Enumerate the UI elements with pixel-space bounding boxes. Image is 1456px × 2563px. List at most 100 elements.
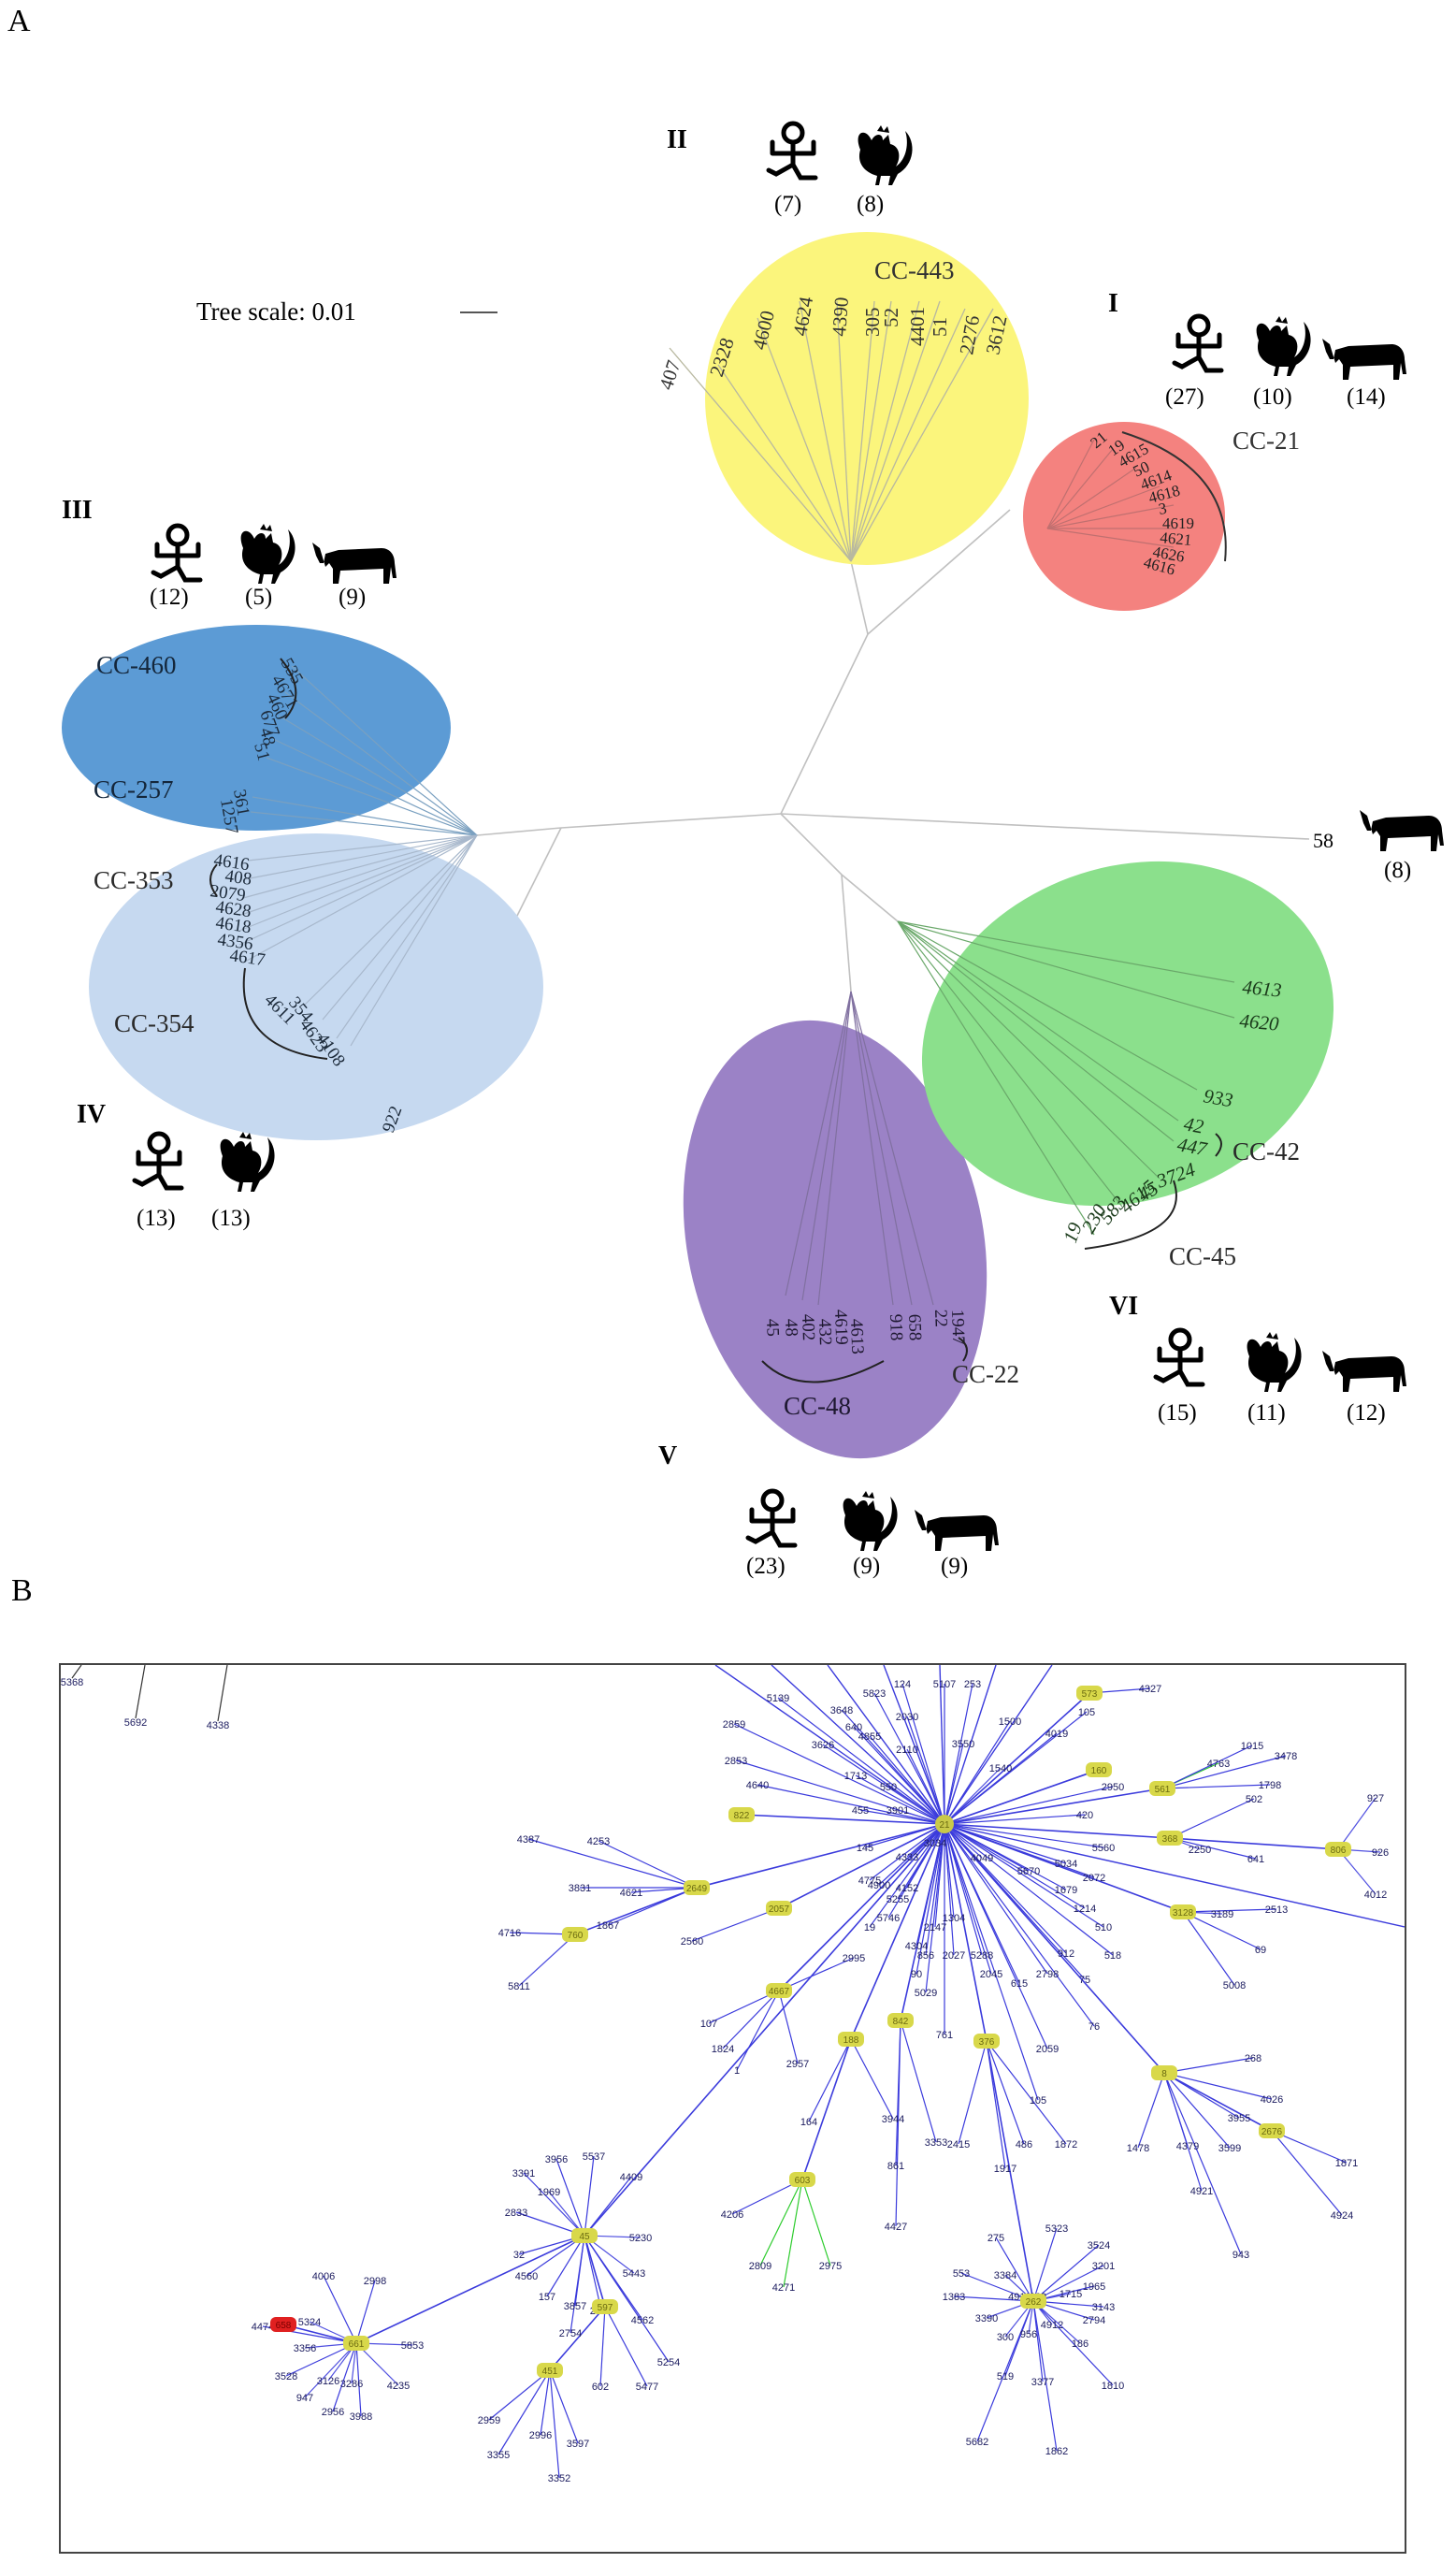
cluster-III-branches — [250, 665, 478, 836]
mst-edge — [906, 1823, 945, 1889]
mst-leaf-label: 5230 — [629, 2233, 652, 2244]
mst-leaf-label: 5029 — [915, 1988, 937, 1999]
mst-edge — [584, 2235, 606, 2308]
mst-edge — [217, 1665, 228, 1722]
mst-edge — [976, 2300, 1034, 2442]
mst-edge — [850, 1823, 945, 2040]
mst-leaf-label: 90 — [911, 1969, 922, 1980]
mst-hub-label: 561 — [1155, 1785, 1171, 1795]
mst-leaf-label: 518 — [1104, 1950, 1121, 1962]
mst-leaf-label: 3626 — [812, 1740, 834, 1751]
mst-edge — [944, 1823, 1048, 2049]
mst-hub-shape — [343, 2336, 369, 2351]
mst-hub-node: 842 — [887, 2013, 914, 2028]
leaf-label: 22 — [930, 1309, 951, 1327]
count-human-IV: (13) — [137, 1206, 176, 1231]
count-human-VI: (15) — [1158, 1400, 1197, 1426]
mst-leaf-label: 5139 — [767, 1693, 789, 1704]
mst-edge — [598, 1840, 698, 1889]
mst-edge — [691, 1907, 780, 1942]
leaf-label: 52 — [880, 308, 902, 327]
mst-edge — [944, 1767, 1104, 1825]
mst-leaf-label: 1713 — [844, 1771, 867, 1782]
mst-hub-shape — [1149, 1781, 1175, 1796]
panel-label-b: B — [11, 1573, 33, 1608]
mst-hub-label: 573 — [1082, 1689, 1098, 1700]
mst-edge — [1169, 1798, 1255, 1839]
mst-hub-label: 2649 — [686, 1884, 708, 1894]
mst-leaf-label: 602 — [592, 2382, 609, 2393]
mst-edge — [859, 1809, 945, 1825]
mst-hub-label: 2057 — [769, 1904, 790, 1915]
cc-label-460: CC-460 — [96, 651, 177, 679]
mst-hub-shape — [1170, 1904, 1196, 1919]
cattle-icon — [1360, 810, 1444, 851]
mst-edge — [895, 2020, 901, 2227]
mst-edge — [574, 1887, 698, 1935]
mst-leaf-label: 1862 — [1045, 2446, 1068, 2457]
mst-edge — [783, 2179, 803, 2288]
mst-leaf-label: 4409 — [620, 2172, 642, 2183]
mst-hub-label: 21 — [939, 1820, 950, 1831]
mst-edge — [925, 1823, 945, 1993]
mst-edge — [71, 1665, 82, 1679]
mst-hub-shape — [592, 2299, 618, 2314]
mst-edge — [841, 1709, 945, 1825]
count-human-I: (27) — [1165, 384, 1204, 410]
mst-hub-shape — [1259, 2123, 1285, 2138]
mst-leaf-label: 1969 — [538, 2187, 560, 2198]
mst-edge — [1169, 1837, 1339, 1850]
mst-edge — [864, 1823, 945, 1848]
leaf-label: 4613 — [846, 1318, 867, 1354]
mst-hub-shape — [1020, 2294, 1046, 2309]
mst-edge — [355, 2280, 376, 2344]
count-chicken-III: (5) — [245, 585, 272, 610]
mst-hub-shape — [562, 1927, 588, 1942]
mst-leaf-label: 761 — [936, 2030, 953, 2041]
minimum-spanning-tree-frame: 268 4026 3955 3599 4379 1478 4921 943 5139 2859 28… — [59, 1663, 1406, 2554]
mst-hub-label: 451 — [542, 2367, 558, 2377]
mst-leaf-label: 105 — [1030, 2095, 1046, 2107]
mst-leaf-label: 4387 — [517, 1834, 540, 1846]
phylogenetic-tree: Tree scale: 0.01 407 2328 4600 4624 4390… — [62, 0, 1444, 1579]
mst-leaf-label: 2794 — [1083, 2315, 1105, 2326]
mst-leaf-label: 2995 — [843, 1953, 865, 1964]
mst-leaf-label: 1478 — [1127, 2143, 1149, 2154]
mst-hub-shape — [1157, 1831, 1183, 1846]
mst-leaf-label: 3355 — [487, 2450, 510, 2461]
mst-edge — [1337, 1797, 1377, 1850]
mst-leaf-label: 5323 — [1045, 2223, 1068, 2235]
cattle-icon — [1322, 339, 1406, 380]
mst-edge — [944, 1823, 1104, 1928]
mst-leaf-label: 927 — [1367, 1793, 1384, 1804]
mst-edge — [1032, 2300, 1114, 2386]
mst-hub-shape — [766, 1901, 792, 1916]
mst-leaf-label: 420 — [1076, 1810, 1093, 1821]
mst-leaf-label: 5823 — [863, 1688, 886, 1700]
mst-edge — [925, 1823, 945, 1956]
cluster-I-ellipse — [1023, 422, 1225, 611]
count-human-III: (12) — [150, 585, 189, 610]
leaf-label: 51 — [929, 317, 951, 337]
mst-edge — [939, 1665, 945, 1825]
mst-edge — [827, 1665, 945, 1825]
mst-leaf-label: 3550 — [952, 1739, 974, 1750]
mst-leaf-label: 4775 — [858, 1875, 881, 1887]
mst-leaf-label: 275 — [987, 2233, 1004, 2244]
mst-leaf-label: 3189 — [1211, 1909, 1233, 1920]
mst-edge — [1271, 2130, 1343, 2216]
mst-edge — [518, 1933, 576, 1987]
mst-edge — [944, 1683, 973, 1825]
leaf-label: 45 — [762, 1318, 783, 1337]
mst-edge — [323, 2275, 357, 2344]
mst-hub-shape — [887, 2013, 914, 2028]
mst-edge — [1163, 2072, 1242, 2255]
mst-leaf-label: 5537 — [583, 2151, 605, 2163]
mst-hub-label: 368 — [1162, 1834, 1178, 1845]
mst-leaf-label: 1917 — [994, 2164, 1016, 2175]
mst-leaf-label: 2996 — [529, 2430, 552, 2441]
count-cattle-III: (9) — [339, 585, 366, 610]
mst-leaf-label: 4338 — [207, 1720, 229, 1731]
leaf-label-58: 58 — [1313, 829, 1333, 852]
mst-edge — [878, 1823, 945, 1886]
